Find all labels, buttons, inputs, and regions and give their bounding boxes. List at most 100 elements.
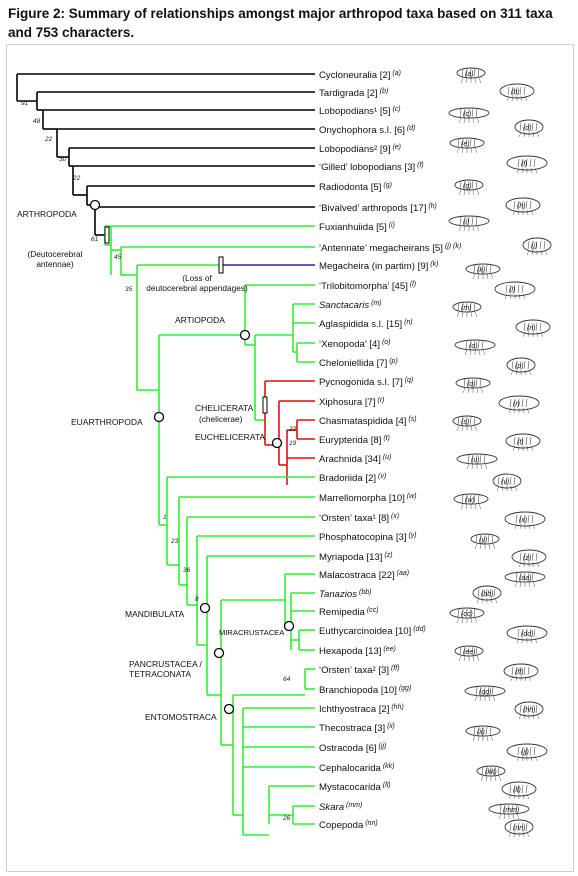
taxon-name: Euthycarcinoidea <box>319 626 393 637</box>
taxon-ref: (u) <box>381 454 392 461</box>
taxon-label: Sanctacaris (m) <box>319 300 382 311</box>
illustration-label: (ii) <box>477 729 485 736</box>
taxon-name: Radiodonta <box>319 182 369 193</box>
arthropod-illustration: (y) <box>470 533 500 550</box>
arthropod-illustration: (bb) <box>472 585 502 604</box>
clade-label-arthropoda: ARTHROPODA <box>17 209 77 219</box>
taxon-label: ‘Gilled’ lobopodians [3] (f) <box>319 162 424 173</box>
taxon-count: [2] <box>376 704 389 715</box>
taxon-count: [10] <box>386 493 405 504</box>
illustration-label: (n) <box>527 325 536 332</box>
taxon-ref: (r) <box>376 397 385 404</box>
taxon-ref: (x) <box>389 513 399 520</box>
taxon-ref: (e) <box>391 144 402 151</box>
support-value: 61 <box>91 236 99 243</box>
illustration-label: (p) <box>515 363 524 370</box>
taxon-label: Eurypterida [8] (t) <box>319 435 390 446</box>
taxon-ref: (d) <box>405 125 416 132</box>
apomorphy-bar <box>262 396 268 414</box>
taxon-count: [10] <box>393 626 412 637</box>
taxon-name: Mystacocarida <box>319 782 382 793</box>
taxon-label: Cephalocarida (kk) <box>319 763 394 774</box>
taxon-name: Tardigrada <box>319 88 365 99</box>
taxon-count: [10] <box>378 685 397 696</box>
illustration-label: (hh) <box>523 707 535 714</box>
taxon-ref: (m) <box>369 300 381 307</box>
taxon-count: [3] <box>402 162 415 173</box>
taxon-label: Cycloneuralia [2] (a) <box>319 70 401 81</box>
taxon-ref: (dd) <box>411 626 425 633</box>
clade-node-marker <box>239 329 251 341</box>
taxon-label: Marrellomorpha [10] (w) <box>319 493 417 504</box>
taxon-count: [4] <box>393 416 406 427</box>
taxon-name: Onychophora s.l. <box>319 125 392 136</box>
taxon-name: Chasmataspidida <box>319 416 394 427</box>
illustration-label: (jj) <box>521 749 529 756</box>
taxon-label: Branchiopoda [10] (gg) <box>319 685 411 696</box>
clade-label-mandibulata: MANDIBULATA <box>125 609 185 619</box>
illustration-label: (ee) <box>463 649 475 656</box>
taxon-count: [34] <box>362 454 381 465</box>
illustration-label: (d) <box>523 125 532 132</box>
taxon-ref: (ll) <box>381 782 391 789</box>
clade-label-chelicerae: (chelicerae) <box>199 414 243 424</box>
taxon-name: Hexapoda <box>319 646 363 657</box>
taxon-count: [3] <box>393 532 406 543</box>
arthropod-illustration: (s) <box>452 415 482 432</box>
illustration-label: (f) <box>521 161 528 168</box>
taxon-count: [5] <box>377 106 390 117</box>
taxon-label: Onychophora s.l. [6] (d) <box>319 125 415 136</box>
clade-label-euarthropoda: EUARTHROPODA <box>71 417 143 427</box>
taxon-label: Hexapoda [13] (ee) <box>319 646 396 657</box>
taxon-name: Bradoriida <box>319 473 363 484</box>
cladogram-svg: Cycloneuralia [2] (a) Tardigrada [2] (b) L… <box>16 67 552 838</box>
taxon-name: Cycloneuralia <box>319 70 378 81</box>
illustration-label: (e) <box>461 141 470 148</box>
taxon-label: Tardigrada [2] (b) <box>319 88 388 99</box>
illustration-label: (i) <box>463 219 469 226</box>
arthropod-illustration: (l) <box>494 281 536 300</box>
taxon-count: [6] <box>392 125 405 136</box>
arthropod-illustration: (kk) <box>476 765 506 782</box>
taxon-count: [3] <box>376 665 389 676</box>
taxon-ref: (ii) <box>385 723 395 730</box>
illustration-label: (a) <box>465 71 474 78</box>
clade-node-marker <box>199 602 211 614</box>
support-value: 22 <box>44 136 53 143</box>
taxon-ref: (f) <box>415 162 424 169</box>
illustration-label: (x) <box>519 517 527 524</box>
taxon-name: Marrellomorpha <box>319 493 387 504</box>
taxon-label: Aglaspidida s.l. [15] (n) <box>319 319 413 330</box>
taxon-label: ‘Xenopoda’ [4] (o) <box>319 339 391 350</box>
clade-node-marker <box>283 620 295 632</box>
taxon-ref: (t) <box>381 435 390 442</box>
clade-node-marker <box>153 411 165 423</box>
arthropod-illustration: (o) <box>454 339 496 356</box>
taxon-count: [5] <box>368 182 381 193</box>
illustration-label: (v) <box>501 479 509 486</box>
arthropod-illustration: (a) <box>456 67 486 84</box>
taxon-ref: (p) <box>387 358 398 365</box>
arthropod-illustration: (r) <box>498 395 540 414</box>
taxon-ref: (kk) <box>381 763 395 770</box>
taxon-name: Cephalocarida <box>319 763 382 774</box>
arthropod-illustration: (f) <box>506 155 548 174</box>
support-value: 1 <box>163 514 167 521</box>
taxon-name: Lobopodians¹ <box>319 106 377 117</box>
taxon-ref: (a) <box>390 70 401 77</box>
taxon-count: [7] <box>374 358 387 369</box>
illustration-label: (m) <box>461 305 472 312</box>
illustration-label: (mm) <box>503 807 519 814</box>
clade-node-marker <box>213 647 225 659</box>
taxon-count: [2] <box>377 70 390 81</box>
taxon-label: Bradoriida [2] (v) <box>319 473 386 484</box>
taxon-label: ‘Trilobitomorpha’ [45] (l) <box>319 281 416 292</box>
taxon-name: Aglaspidida s.l. <box>319 319 384 330</box>
taxon-name: Ichthyostraca <box>319 704 377 715</box>
taxon-label: Pycnogonida s.l. [7] (q) <box>319 377 413 388</box>
taxon-name: ‘Bivalved’ arthropods <box>319 203 408 214</box>
taxon-count: [8] <box>368 435 381 446</box>
taxon-count: [8] <box>376 513 389 524</box>
taxon-ref: (aa) <box>395 570 409 577</box>
taxon-ref: (w) <box>405 493 417 500</box>
